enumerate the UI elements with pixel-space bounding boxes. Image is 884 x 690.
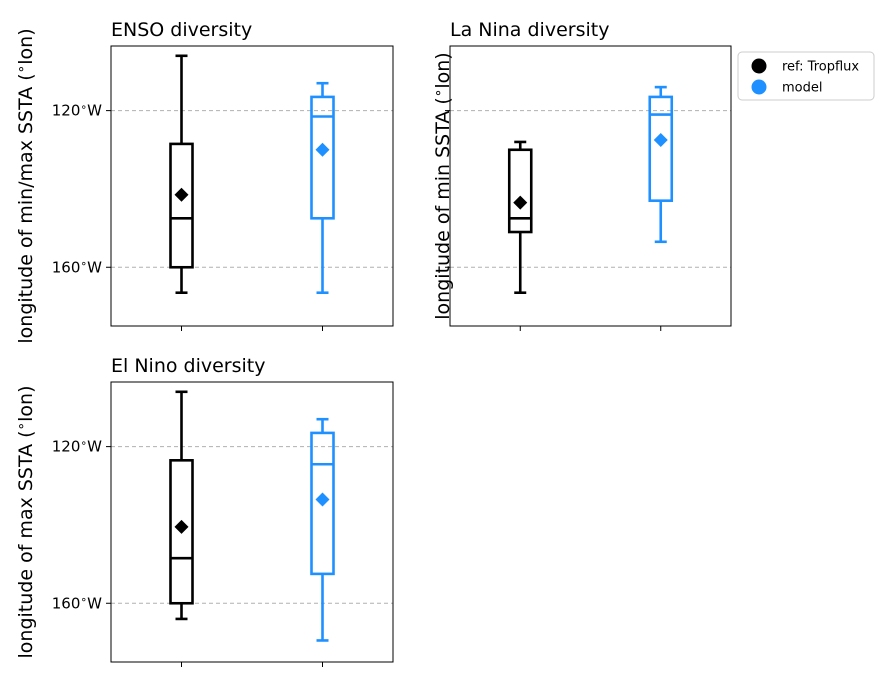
axes-frame (449, 45, 732, 327)
box-iqr (310, 95, 335, 220)
panel-el-nino-title: El Nino diversity (111, 355, 265, 377)
panel-enso-title: ENSO diversity (111, 19, 252, 41)
legend-marker-ref (751, 58, 767, 74)
mean-marker (315, 142, 330, 157)
legend: ref: Tropflux model (737, 51, 875, 101)
mean-marker (513, 195, 528, 210)
y-axis-label: longitude of max SSTA (∘lon) (13, 386, 37, 659)
y-tick-label: 120∘W (52, 100, 102, 119)
y-tick-label: 160∘W (52, 593, 102, 612)
box-ref (169, 390, 194, 621)
panel-enso-plot: 120∘W 160∘W longitude of min/max SSTA (∘lo… (13, 28, 394, 344)
y-axis-label: longitude of min SSTA (∘lon) (430, 52, 454, 319)
box-iqr (648, 95, 674, 202)
box-model (310, 81, 335, 295)
panel-la-nina-plot: longitude of min SSTA (∘lon) (430, 45, 732, 331)
box-model (648, 85, 674, 244)
legend-frame (737, 51, 875, 101)
legend-label-model: model (782, 81, 822, 96)
box-iqr (169, 459, 194, 605)
box-ref (507, 140, 533, 295)
panel-el-nino: El Nino diversity 120∘W 160∘W longitude of… (13, 355, 394, 667)
axes-frame (110, 45, 394, 327)
panel-la-nina-title: La Nina diversity (450, 19, 609, 41)
y-axis-label: longitude of min/max SSTA (∘lon) (13, 28, 37, 343)
box-iqr (310, 431, 335, 576)
panel-enso: ENSO diversity 120∘W 160∘W longitude of mi… (13, 19, 394, 344)
panel-la-nina: La Nina diversity longitude of min SSTA … (430, 19, 732, 331)
box-iqr (169, 142, 194, 269)
mean-marker (653, 132, 668, 147)
box-model (310, 417, 335, 642)
axes-frame (110, 381, 394, 663)
legend-label-ref: ref: Tropflux (782, 60, 859, 75)
box-ref (169, 54, 194, 295)
mean-marker (174, 187, 189, 202)
legend-marker-model (751, 79, 767, 95)
mean-marker (315, 492, 330, 507)
panel-el-nino-plot: 120∘W 160∘W longitude of max SSTA (∘lon) (13, 381, 394, 667)
box-iqr (507, 148, 533, 234)
y-tick-label: 160∘W (52, 257, 102, 276)
mean-marker (174, 519, 189, 534)
y-tick-label: 120∘W (52, 436, 102, 455)
